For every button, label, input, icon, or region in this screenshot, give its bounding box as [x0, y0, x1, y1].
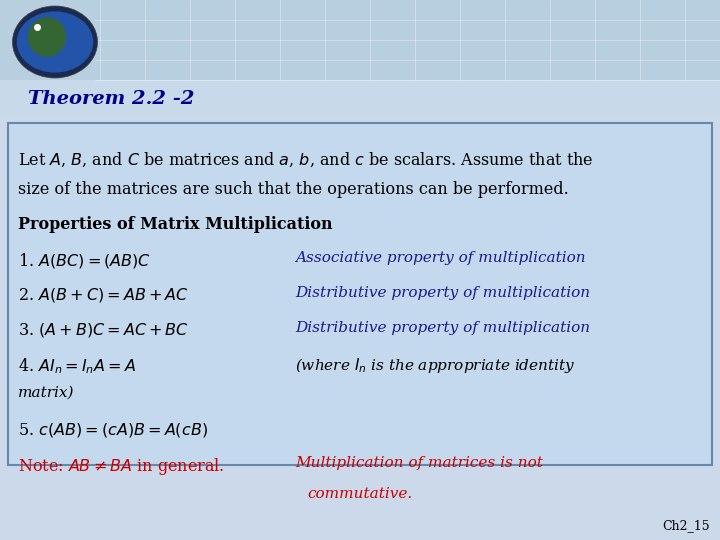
Text: Properties of Matrix Multiplication: Properties of Matrix Multiplication	[18, 216, 333, 233]
Text: Distributive property of multiplication: Distributive property of multiplication	[295, 286, 590, 300]
Text: commutative.: commutative.	[307, 487, 413, 501]
Text: size of the matrices are such that the operations can be performed.: size of the matrices are such that the o…	[18, 181, 569, 198]
Text: (where $I_n$ is the appropriate identity: (where $I_n$ is the appropriate identity	[295, 356, 575, 375]
Bar	[8, 123, 712, 465]
Text: Note: $AB \neq BA$ in general.: Note: $AB \neq BA$ in general.	[18, 456, 225, 477]
Text: Let $A$, $B$, and $C$ be matrices and $a$, $b$, and $c$ be scalars. Assume that : Let $A$, $B$, and $C$ be matrices and $a…	[18, 151, 593, 170]
Text: matrix): matrix)	[18, 386, 74, 400]
Ellipse shape	[28, 17, 66, 57]
Text: Associative property of multiplication: Associative property of multiplication	[295, 251, 585, 265]
Text: Distributive property of multiplication: Distributive property of multiplication	[295, 321, 590, 335]
Bar	[0, 80, 720, 118]
Text: 2. $A(B + C) = AB + AC$: 2. $A(B + C) = AB + AC$	[18, 286, 189, 304]
Text: 1. $A(BC) = (AB)C$: 1. $A(BC) = (AB)C$	[18, 251, 151, 270]
Bar	[0, 0, 720, 80]
Text: Theorem 2.2 -2: Theorem 2.2 -2	[28, 90, 194, 108]
Text: 3. $(A + B)C = AC + BC$: 3. $(A + B)C = AC + BC$	[18, 321, 189, 339]
Text: 4. $AI_n = I_nA = A$: 4. $AI_n = I_nA = A$	[18, 356, 136, 376]
Text: Multiplication of matrices is not: Multiplication of matrices is not	[295, 456, 543, 470]
Ellipse shape	[12, 6, 97, 78]
Ellipse shape	[17, 11, 94, 72]
Text: 5. $c(AB) = (cA)B = A(cB)$: 5. $c(AB) = (cA)B = A(cB)$	[18, 421, 208, 439]
Text: Ch2_15: Ch2_15	[662, 519, 710, 532]
